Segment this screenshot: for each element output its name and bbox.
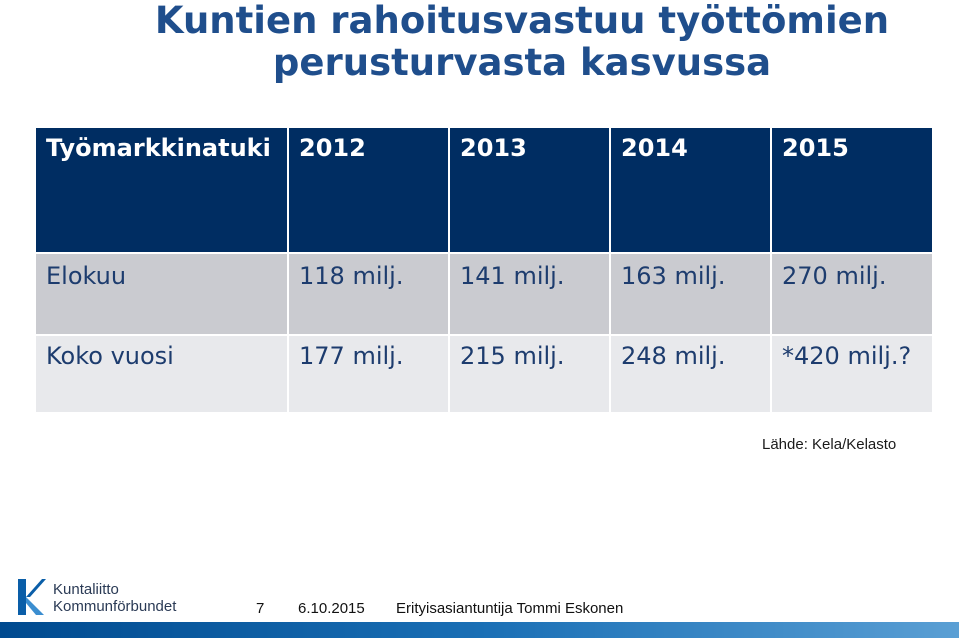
- row-label-elokuu: Elokuu: [34, 252, 289, 336]
- source-note: Lähde: Kela/Kelasto: [762, 436, 897, 453]
- title-line-2: perusturvasta kasvussa: [272, 41, 772, 84]
- header-cell-2013: 2013: [448, 126, 611, 254]
- table-cell: 270 milj.: [770, 252, 934, 336]
- page-number: 7: [256, 600, 265, 617]
- data-table: Työmarkkinatuki 2012 2013 2014 2015 Elok…: [34, 126, 934, 414]
- kuntaliitto-logo: Kuntaliitto Kommunförbundet: [16, 575, 196, 619]
- footer-author: Erityisasiantuntija Tommi Eskonen: [396, 600, 624, 617]
- slide-title: Kuntien rahoitusvastuu työttömien perust…: [92, 0, 952, 84]
- table-row: Elokuu 118 milj. 141 milj. 163 milj. 270…: [34, 252, 934, 336]
- row-label-koko-vuosi: Koko vuosi: [34, 334, 289, 414]
- table-cell: 163 milj.: [609, 252, 772, 336]
- table-header-row: Työmarkkinatuki 2012 2013 2014 2015: [34, 126, 934, 254]
- bottom-decorative-bar: [0, 622, 959, 638]
- table-row: Koko vuosi 177 milj. 215 milj. 248 milj.…: [34, 334, 934, 414]
- header-cell-2014: 2014: [609, 126, 772, 254]
- table-cell: *420 milj.?: [770, 334, 934, 414]
- table-cell: 141 milj.: [448, 252, 611, 336]
- footer-date: 6.10.2015: [298, 600, 365, 617]
- table-cell: 118 milj.: [287, 252, 450, 336]
- logo-line-2: Kommunförbundet: [53, 598, 177, 615]
- table-cell: 248 milj.: [609, 334, 772, 414]
- header-cell-2012: 2012: [287, 126, 450, 254]
- header-cell-label: Työmarkkinatuki: [34, 126, 289, 254]
- table-cell: 215 milj.: [448, 334, 611, 414]
- header-cell-2015: 2015: [770, 126, 934, 254]
- title-line-1: Kuntien rahoitusvastuu työttömien: [154, 0, 890, 42]
- table-cell: 177 milj.: [287, 334, 450, 414]
- k-logo-icon: [18, 579, 46, 615]
- logo-line-1: Kuntaliitto: [53, 581, 119, 598]
